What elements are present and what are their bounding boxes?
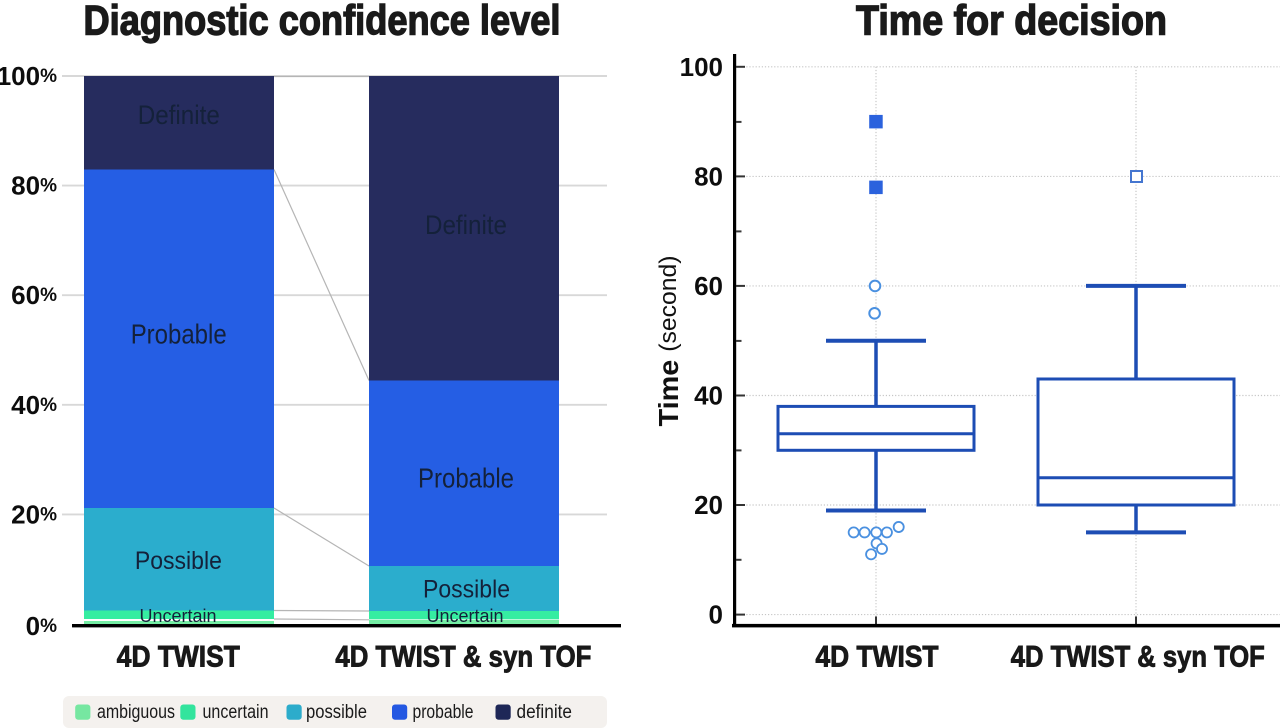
svg-text:40%: 40% [11,390,57,420]
svg-text:Probable: Probable [131,319,227,350]
svg-text:Possible: Possible [423,576,510,604]
svg-text:100: 100 [680,52,723,82]
svg-text:Diagnostic confidence level: Diagnostic confidence level [84,0,561,44]
svg-text:80: 80 [694,161,723,191]
svg-text:4D TWIST & syn TOF: 4D TWIST & syn TOF [335,641,591,674]
svg-text:Possible: Possible [135,547,222,575]
svg-text:ambiguous: ambiguous [97,702,175,723]
svg-text:Time (second): Time (second) [653,256,684,427]
svg-text:Uncertain: Uncertain [140,605,217,626]
svg-text:probable: probable [413,702,474,723]
svg-text:100%: 100% [0,61,57,91]
svg-text:Uncertain: Uncertain [427,605,504,626]
svg-text:0%: 0% [26,611,57,641]
svg-text:40: 40 [694,381,723,411]
svg-text:Probable: Probable [418,463,514,494]
svg-text:4D TWIST: 4D TWIST [117,641,240,674]
svg-text:60%: 60% [11,280,57,310]
svg-text:definite: definite [517,702,573,723]
svg-text:4D TWIST & syn TOF: 4D TWIST & syn TOF [1011,641,1265,674]
svg-text:4D TWIST: 4D TWIST [816,641,939,674]
svg-text:20: 20 [694,490,723,520]
svg-text:Definite: Definite [138,100,220,130]
svg-text:possible: possible [306,702,367,723]
svg-text:20%: 20% [11,499,57,529]
svg-text:80%: 80% [11,171,57,201]
svg-text:Time for decision: Time for decision [856,0,1167,44]
svg-text:uncertain: uncertain [203,702,269,723]
svg-text:Definite: Definite [425,210,507,240]
svg-text:60: 60 [694,271,723,301]
svg-text:0: 0 [709,600,723,630]
